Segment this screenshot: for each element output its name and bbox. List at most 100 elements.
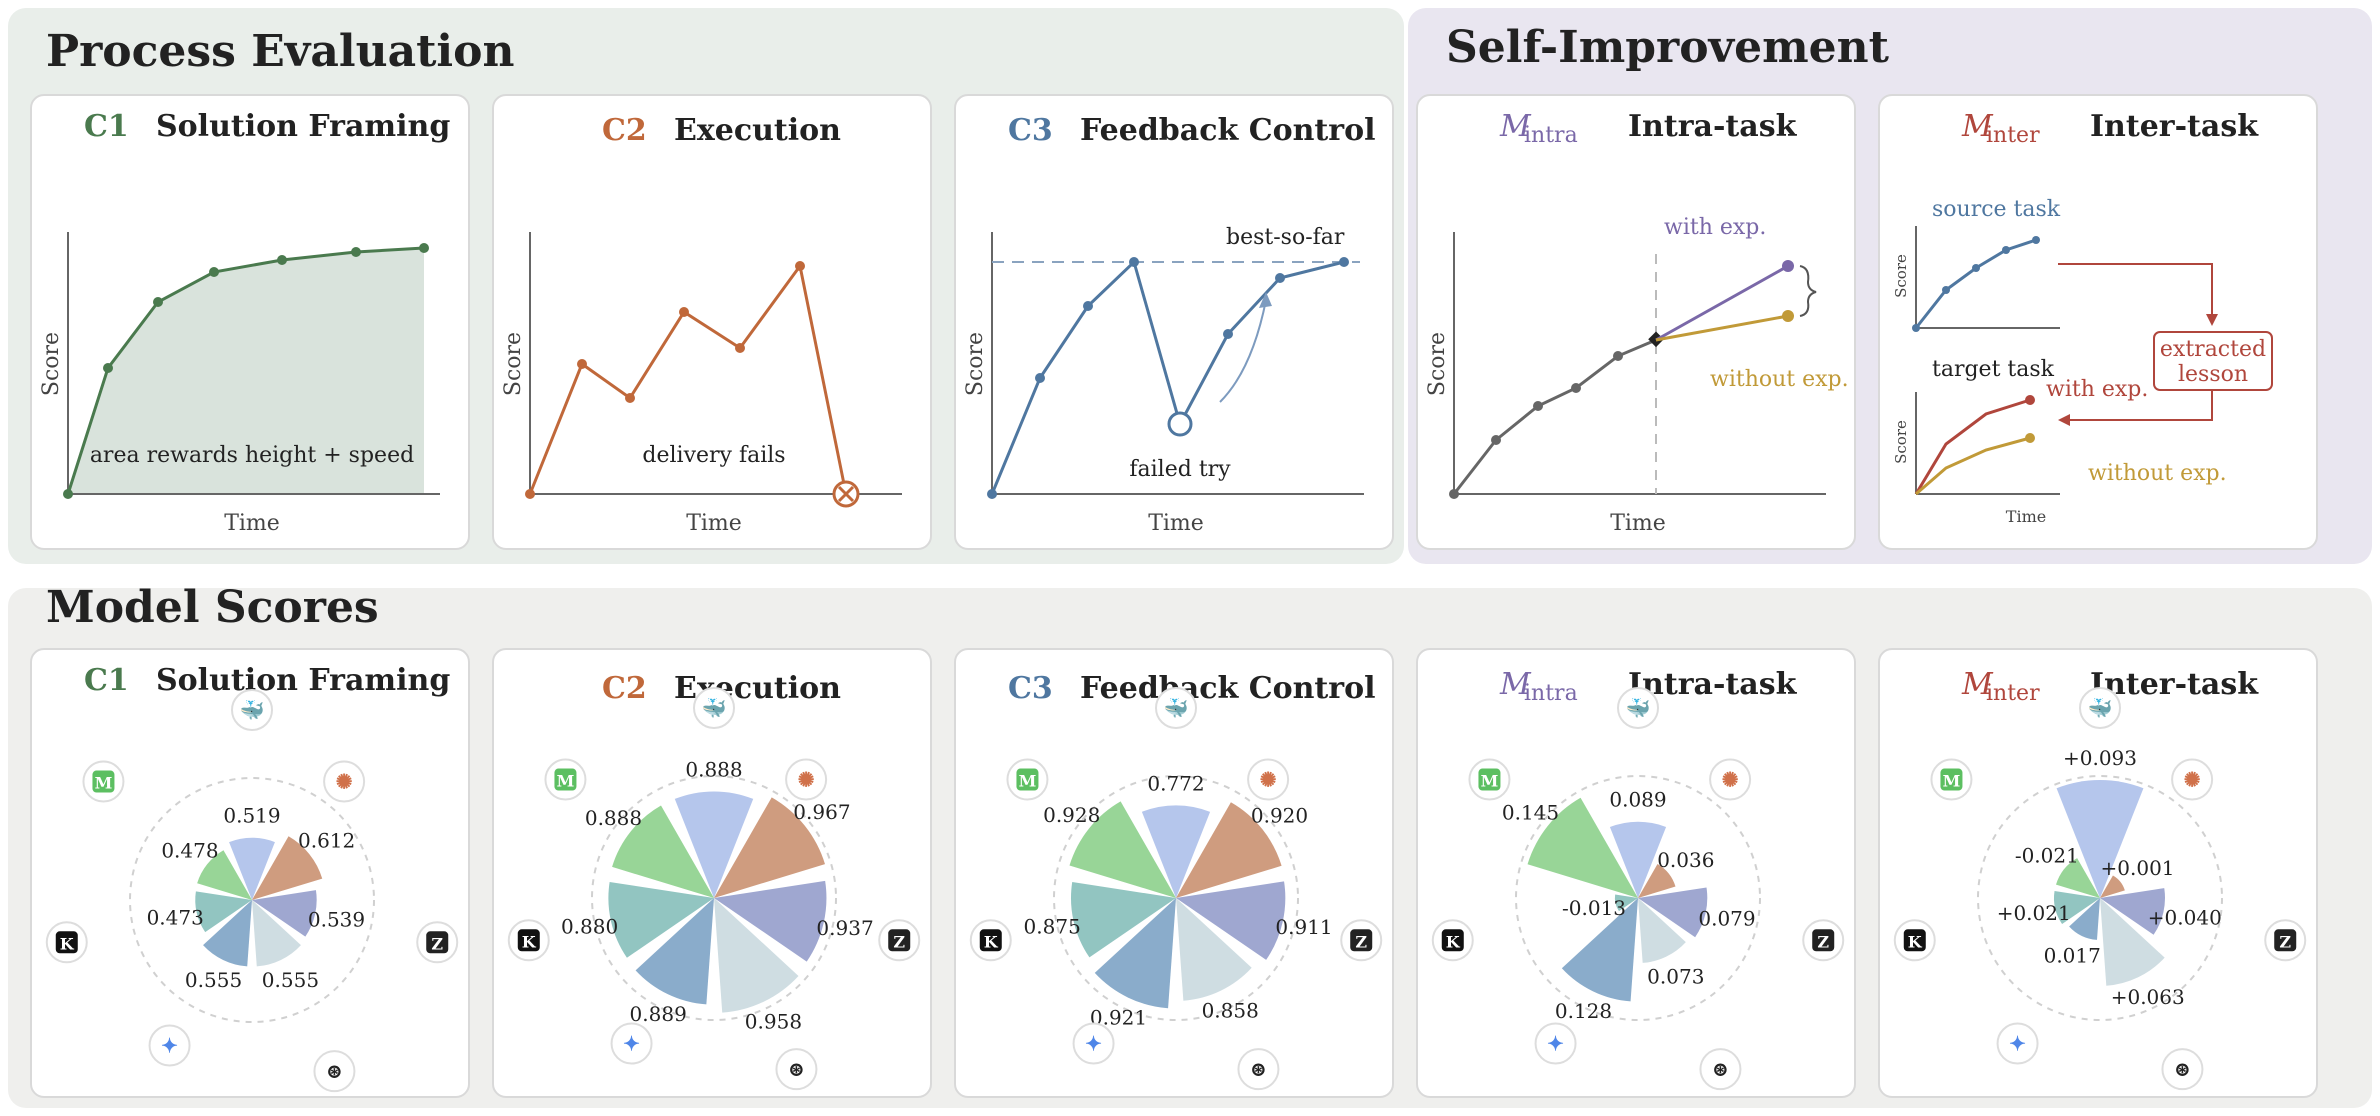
kimi-icon: K (969, 919, 1012, 962)
claude-icon: ✺ (323, 760, 366, 803)
card-c3-process: C3 Feedback Control best-so-far failed t… (954, 94, 1394, 550)
radial-bar (1561, 898, 1638, 1002)
svg-text:Z: Z (431, 934, 443, 953)
svg-text:Z: Z (1355, 932, 1367, 951)
c3-ylabel: Score (963, 332, 988, 396)
target-without-line (1915, 436, 2031, 496)
lesson-arrow-in (2058, 263, 2213, 318)
c2-process-chart: C2 Execution delivery fails Time Score (501, 113, 902, 536)
radial-bar (714, 898, 799, 1013)
svg-text:✺: ✺ (2184, 768, 2201, 792)
inter-sub: inter (1986, 123, 2040, 148)
source-task-label: source task (1932, 197, 2061, 222)
value-label: 0.128 (1555, 999, 1612, 1023)
ring-guide (1515, 775, 1761, 1021)
value-label: 0.612 (298, 828, 355, 852)
c1-area (68, 248, 424, 494)
c3-score-title: Feedback Control (1080, 671, 1376, 706)
c3-tag: C3 (1008, 113, 1053, 148)
value-label: 0.089 (1609, 788, 1666, 812)
zhipu-icon: Z (1340, 919, 1383, 962)
value-label: +0.093 (2063, 746, 2137, 770)
value-label: +0.063 (2111, 985, 2185, 1009)
minimax-icon: M (544, 758, 587, 801)
minimax-icon: M (82, 760, 125, 803)
section-title-process: Process Evaluation (46, 26, 515, 77)
lesson-label-2: lesson (2178, 362, 2248, 387)
ring-guide (1977, 775, 2223, 1021)
svg-text:M: M (1019, 772, 1037, 791)
svg-text:M: M (1943, 772, 1961, 791)
kimi-icon: K (1431, 919, 1474, 962)
minimax-icon: M (1930, 758, 1973, 801)
value-label: 0.967 (793, 800, 850, 824)
radial-bar (229, 837, 275, 900)
radial-bar (1176, 802, 1282, 898)
minimax-icon: M (1006, 758, 1049, 801)
card-inter-scores: M inter Inter-task +0.093 +0.001 +0.040 +0.… (1878, 648, 2318, 1098)
radial-bar (1141, 805, 1211, 898)
value-label: 0.889 (630, 1002, 687, 1026)
claude-icon: ✺ (1709, 758, 1752, 801)
radial-bar (1094, 898, 1176, 1009)
target-task-label: target task (1932, 357, 2055, 382)
value-label: 0.539 (308, 907, 365, 931)
card-c2-process: C2 Execution delivery fails Time Score (492, 94, 932, 550)
intra-points (1449, 351, 1623, 499)
c1-note: area rewards height + speed (90, 443, 414, 468)
deepseek-icon: 🐳 (1617, 687, 1659, 729)
ring-guide (591, 775, 837, 1021)
svg-text:M: M (1481, 772, 1499, 791)
intra-score-title: Intra-task (1628, 667, 1798, 702)
value-label: +0.021 (1997, 901, 2071, 925)
card-intra-scores: M intra Intra-task 0.089 0.036 0.079 0.073 0… (1416, 648, 1856, 1098)
inter-radial-chart: M inter Inter-task +0.093 +0.001 +0.040 +0.… (1893, 667, 2307, 1091)
radial-bar (1609, 821, 1667, 898)
value-label: 0.880 (561, 914, 618, 938)
c2-radial-chart: C2 Execution 0.8880.9670.9370.9580.8890.… (507, 671, 921, 1091)
value-label: 0.958 (745, 1009, 802, 1033)
value-label: 0.888 (585, 806, 642, 830)
card-intra-process: M intra Intra-task with exp. without exp… (1416, 94, 1856, 550)
svg-text:M: M (1961, 667, 1994, 702)
intra-with-label: with exp. (1664, 215, 1766, 240)
inter-with-label: with exp. (2046, 377, 2148, 402)
c2-tag: C2 (602, 113, 647, 148)
c3-process-chart: C3 Feedback Control best-so-far failed t… (963, 113, 1376, 536)
with-exp-line (1655, 264, 1789, 342)
target-with-line (1914, 398, 2031, 495)
value-label: 0.145 (1502, 800, 1559, 824)
c3-xlabel: Time (1148, 511, 1204, 536)
kimi-icon: K (45, 921, 88, 964)
radial-bar (2100, 875, 2125, 898)
openai-icon: ⊛ (1237, 1048, 1280, 1091)
intra-title: Intra-task (1628, 109, 1798, 144)
c3-line (990, 259, 1345, 495)
c1-title: Solution Framing (156, 109, 450, 144)
radial-bar (197, 850, 252, 900)
intra-tag: M (1499, 109, 1532, 144)
fail-x-icon (832, 480, 860, 508)
value-label: 0.555 (262, 968, 319, 992)
intra-process-chart: M intra Intra-task with exp. without exp… (1425, 109, 1849, 536)
c2-note: delivery fails (642, 443, 785, 468)
radial-bar (252, 836, 323, 900)
svg-text:K: K (984, 932, 999, 951)
radial-bar (203, 900, 252, 967)
without-exp-line (1655, 314, 1789, 342)
card-c3-scores: C3 Feedback Control 0.772 0.920 0.911 0.858… (954, 648, 1394, 1098)
value-label: 0.928 (1043, 803, 1100, 827)
value-label: 0.478 (161, 839, 218, 863)
svg-text:🐳: 🐳 (1626, 696, 1651, 720)
svg-text:Z: Z (1817, 932, 1829, 951)
value-label: +0.001 (2101, 856, 2175, 880)
value-label: 0.473 (147, 906, 204, 930)
card-inter-process: M inter Inter-task source task Score ext… (1878, 94, 2318, 550)
value-label: 0.858 (1202, 999, 1259, 1023)
svg-text:⊛: ⊛ (2174, 1057, 2191, 1081)
radial-bar (1527, 797, 1638, 898)
value-label: 0.555 (185, 968, 242, 992)
claude-icon: ✺ (2171, 758, 2214, 801)
radial-bar (1071, 882, 1176, 958)
svg-text:🐳: 🐳 (702, 696, 727, 720)
